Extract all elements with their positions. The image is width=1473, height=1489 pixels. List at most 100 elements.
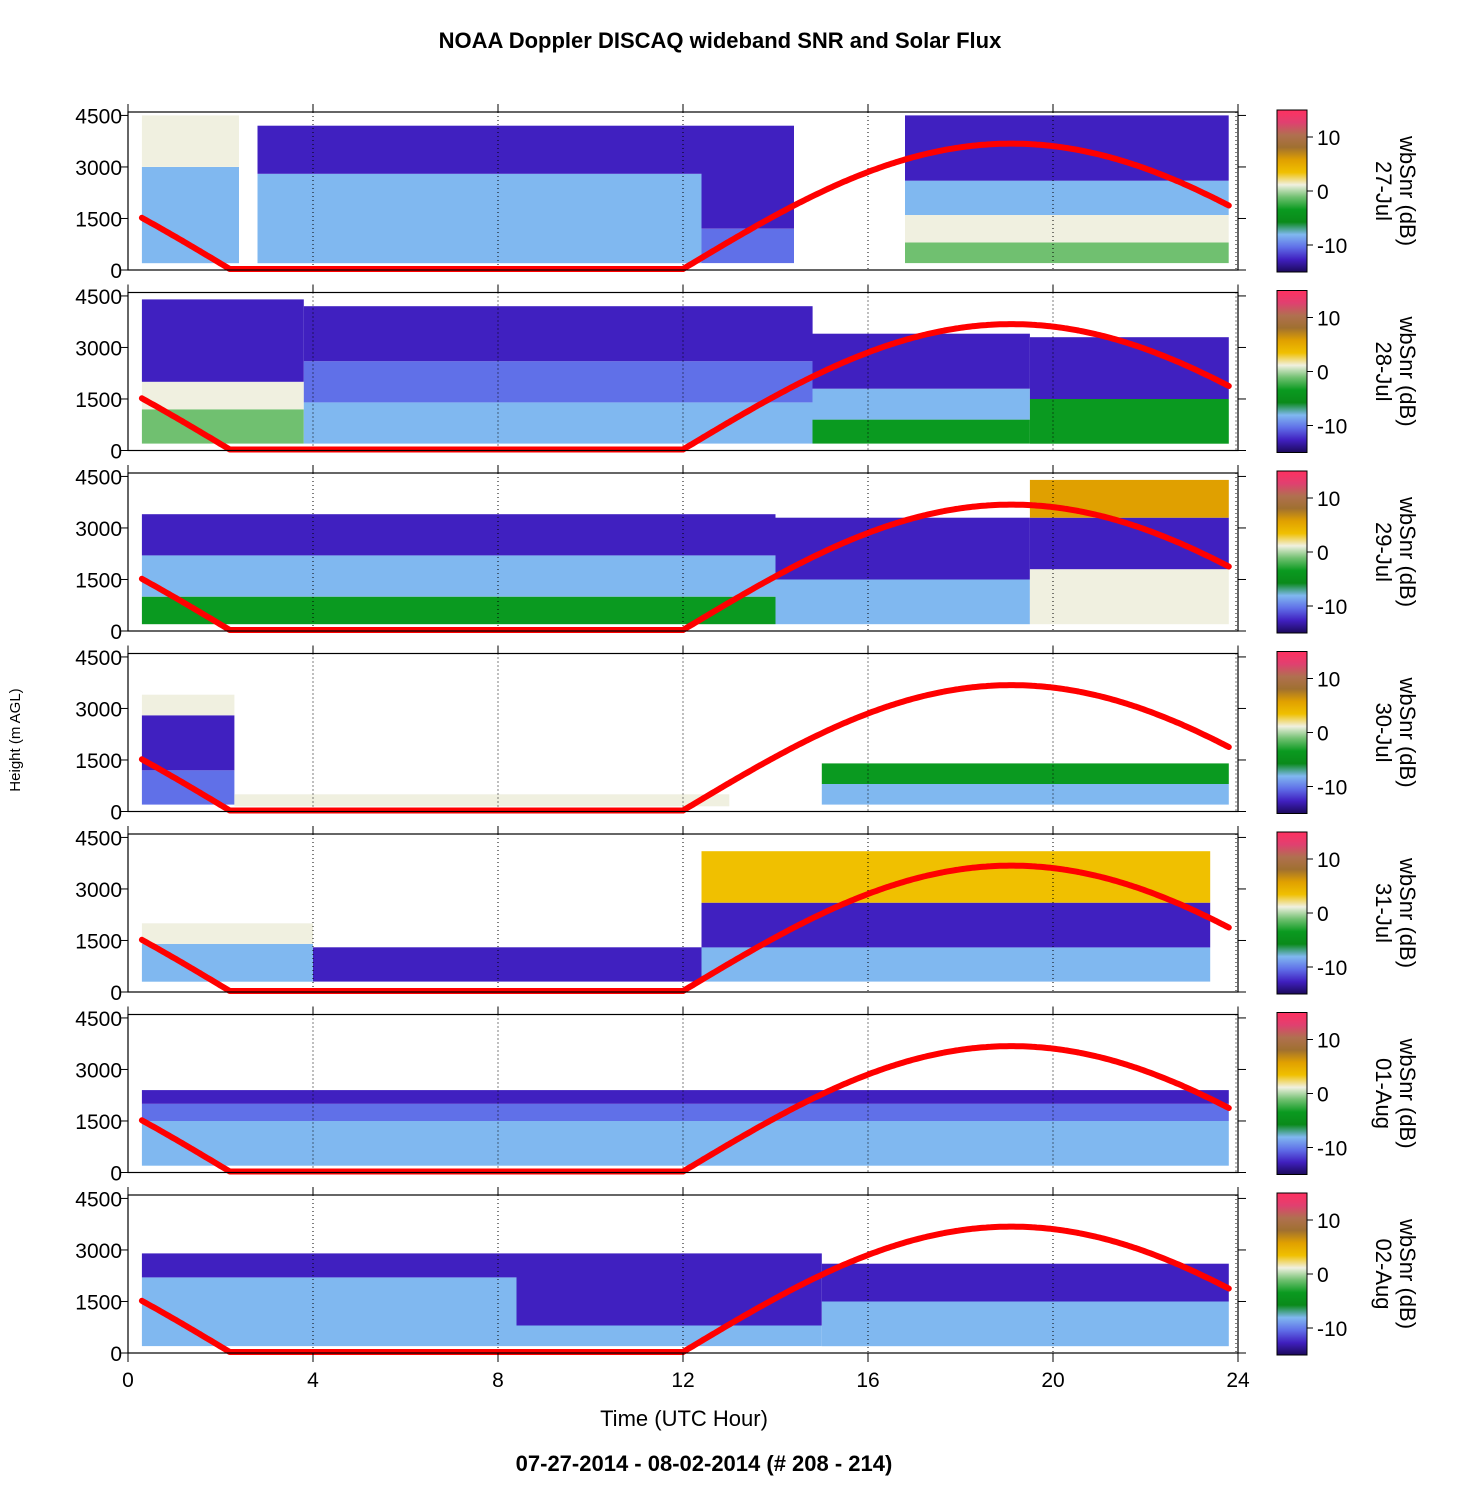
y-tick-label: 0 [110,1163,122,1186]
colorbar-tick-label: 0 [1317,1084,1329,1107]
colorbar-tick-label: 0 [1317,181,1329,204]
colorbar-tick-label: -10 [1317,957,1347,980]
colorbar-tick-label: -10 [1317,416,1347,439]
plot-area [141,299,1229,444]
snr-block [821,1263,1229,1302]
colorbar-tick-label: 0 [1317,362,1329,385]
snr-block [313,947,702,982]
y-tick-label: 3000 [75,1059,122,1082]
colorbar [1276,470,1308,634]
y-tick-label: 4500 [75,1188,122,1211]
y-tick-label: 4500 [75,647,122,670]
x-tick-label: 16 [856,1369,879,1392]
colorbar-label: wbSnr (dB) [1395,857,1420,968]
snr-block [141,715,235,771]
colorbar-tick-label: 10 [1317,127,1340,150]
y-tick-label: 4500 [75,1008,122,1031]
chart-subtitle: 07-27-2014 - 08-02-2014 (# 208 - 214) [516,1451,893,1476]
colorbar-tick-label: 10 [1317,1030,1340,1053]
colorbar-tick-label: -10 [1317,235,1347,258]
snr-block [141,694,235,716]
solar-flux-line [138,682,1232,814]
x-tick-label: 8 [492,1369,504,1392]
colorbar-tick-label: 10 [1317,849,1340,872]
colorbar-tick-label: 0 [1317,903,1329,926]
plot-area [141,694,1229,807]
snr-block [141,115,239,167]
snr-block [775,517,1030,580]
y-tick-label: 1500 [75,208,122,231]
snr-block [775,579,1030,625]
snr-block [821,1301,1229,1347]
x-axis: 0 4 8 12 16 20 24 [122,1353,1250,1392]
snr-block [812,419,1030,444]
plot-area [141,479,1229,625]
y-tick-label: 0 [110,802,122,825]
colorbar-tick-label: -10 [1317,596,1347,619]
plot-area [141,1090,1229,1166]
y-tick-label: 1500 [75,1291,122,1314]
panel-date-label: 02-Aug [1371,1239,1396,1310]
y-tick-label: 1500 [75,1111,122,1134]
panel-02-aug: 0 1500 3000 4500 -10 0 10 wbSnr (dB)02-Aug [75,1187,1420,1366]
solar-flux-line [138,321,1232,453]
panel-date-label: 31-Jul [1371,883,1396,943]
snr-block [701,902,1211,948]
y-tick-label: 0 [110,260,122,283]
y-tick-label: 3000 [75,879,122,902]
colorbar-tick-label: -10 [1317,1318,1347,1341]
colorbar-tick-label: -10 [1317,777,1347,800]
x-axis-label: Time (UTC Hour) [600,1406,768,1431]
colorbar-label: wbSnr (dB) [1395,1037,1420,1148]
colorbar-tick-label: 0 [1317,723,1329,746]
plot-area [141,851,1211,982]
panel-29-jul: 0 1500 3000 4500 -10 0 10 wbSnr (dB)29-Jul [75,465,1420,644]
colorbar [1276,290,1308,453]
y-tick-label: 3000 [75,698,122,721]
colorbar-label: wbSnr (dB) [1395,676,1420,787]
snr-block [905,215,1229,243]
snr-block [303,402,813,444]
snr-block [1029,399,1229,444]
y-tick-label: 3000 [75,518,122,541]
snr-block [234,794,730,807]
colorbar-tick-label: 10 [1317,308,1340,331]
snr-block [812,388,1030,420]
snr-block [1029,479,1229,518]
panel-28-jul: 0 1500 3000 4500 -10 0 10 wbSnr (dB)28-Jul [75,284,1420,464]
panel-date-label: 28-Jul [1371,342,1396,402]
snr-block [303,306,813,362]
colorbar [1276,109,1308,273]
y-tick-label: 4500 [75,827,122,850]
panel-30-jul: 0 1500 3000 4500 -10 0 10 wbSnr (dB)30-Jul [75,645,1420,825]
x-tick-label: 0 [122,1369,134,1392]
colorbar-label: wbSnr (dB) [1395,315,1420,426]
x-tick-label: 24 [1226,1369,1250,1392]
chart-title: NOAA Doppler DISCAQ wideband SNR and Sol… [439,28,1002,53]
x-tick-label: 12 [671,1369,694,1392]
colorbar-tick-label: 10 [1317,1210,1340,1233]
colorbar-tick-label: -10 [1317,1138,1347,1161]
snr-block [701,851,1211,903]
y-tick-label: 1500 [75,569,122,592]
snr-block [516,1253,822,1326]
y-tick-label: 1500 [75,389,122,412]
x-tick-label: 20 [1041,1369,1064,1392]
snr-block [905,242,1229,264]
panel-date-label: 27-Jul [1371,161,1396,221]
snr-block [141,1121,1229,1166]
y-tick-label: 0 [110,441,122,464]
snr-block [141,514,776,556]
x-tick-label: 4 [307,1369,319,1392]
solar-flux-line [138,862,1232,994]
y-tick-label: 3000 [75,1240,122,1263]
snr-block [141,381,304,410]
colorbar [1276,1192,1308,1356]
snr-block [303,361,813,403]
colorbar-tick-label: 0 [1317,542,1329,565]
snr-block [141,943,313,982]
y-tick-label: 1500 [75,930,122,953]
snr-block [141,596,776,625]
y-tick-label: 4500 [75,105,122,128]
